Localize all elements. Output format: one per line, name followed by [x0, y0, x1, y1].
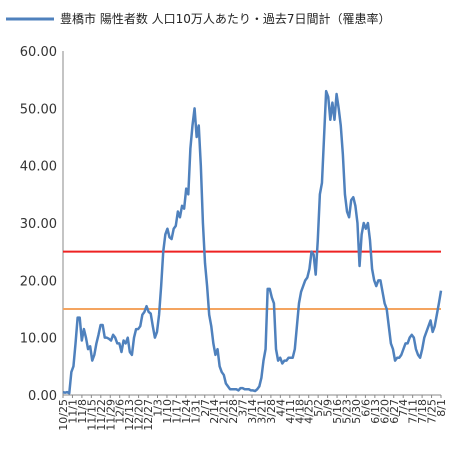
- x-tick-label: 2/7: [199, 399, 212, 417]
- x-tick-label: 12/20: [133, 399, 146, 431]
- series-line: [62, 89, 443, 395]
- axes: [62, 51, 441, 396]
- x-tick-label: 2/14: [208, 399, 221, 424]
- x-tick-label: 1/31: [189, 399, 202, 424]
- x-tick-label: 7/18: [416, 399, 429, 424]
- x-tick-label: 7/11: [407, 399, 420, 424]
- x-tick-label: 5/23: [341, 399, 354, 424]
- x-tick-label: 12/13: [123, 399, 136, 431]
- x-tick-label: 12/6: [114, 399, 127, 424]
- x-tick-label: 1/10: [161, 399, 174, 424]
- x-tick-label: 6/13: [369, 399, 382, 424]
- x-tick-label: 11/29: [104, 399, 117, 431]
- x-tick-label: 4/4: [274, 399, 287, 417]
- x-tick-label: 11/1: [66, 399, 79, 424]
- x-tick-label: 4/25: [303, 399, 316, 424]
- x-tick-label: 4/11: [284, 399, 297, 424]
- x-tick-label: 8/1: [435, 399, 448, 417]
- x-tick-label: 2/21: [218, 399, 231, 424]
- x-tick-label: 6/6: [359, 399, 372, 417]
- y-tick-label: 0.00: [28, 389, 57, 404]
- x-tick-label: 1/17: [170, 399, 183, 424]
- x-tick-label: 12/27: [142, 399, 155, 431]
- x-tick-label: 3/7: [237, 399, 250, 417]
- x-axis-ticks: 10/2511/111/811/1511/2211/2912/612/1312/…: [57, 395, 448, 431]
- x-tick-label: 1/3: [152, 399, 165, 417]
- x-tick-label: 5/9: [322, 399, 335, 417]
- x-tick-label: 5/16: [331, 399, 344, 424]
- x-tick-label: 4/18: [293, 399, 306, 424]
- legend: 豊橋市 陽性者数 人口10万人あたり・過去7日間計（罹患率）: [6, 11, 391, 26]
- x-tick-label: 5/2: [312, 399, 325, 417]
- reference-lines: [63, 250, 441, 310]
- x-tick-label: 6/27: [388, 399, 401, 424]
- x-tick-label: 3/14: [246, 399, 259, 424]
- y-tick-label: 40.00: [20, 160, 57, 175]
- y-tick-label: 60.00: [20, 45, 57, 60]
- x-tick-label: 11/8: [76, 399, 89, 424]
- x-tick-label: 7/25: [426, 399, 439, 424]
- x-tick-label: 11/22: [95, 399, 108, 431]
- x-tick-label: 5/30: [350, 399, 363, 424]
- x-tick-label: 3/28: [265, 399, 278, 424]
- series-group: [62, 89, 443, 395]
- legend-label: 豊橋市 陽性者数 人口10万人あたり・過去7日間計（罹患率）: [60, 11, 391, 26]
- x-tick-label: 2/28: [227, 399, 240, 424]
- x-tick-label: 7/4: [397, 399, 410, 417]
- y-tick-label: 10.00: [20, 332, 57, 347]
- y-tick-label: 30.00: [20, 217, 57, 232]
- x-tick-label: 6/20: [378, 399, 391, 424]
- y-tick-label: 20.00: [20, 274, 57, 289]
- x-tick-label: 11/15: [85, 399, 98, 431]
- x-tick-label: 3/21: [255, 399, 268, 424]
- x-tick-label: 10/25: [57, 399, 70, 431]
- x-tick-label: 1/24: [180, 399, 193, 424]
- y-axis-ticks: 0.00 10.00 20.00 30.00 40.00 50.00 60.00: [20, 45, 57, 404]
- y-tick-label: 50.00: [20, 102, 57, 117]
